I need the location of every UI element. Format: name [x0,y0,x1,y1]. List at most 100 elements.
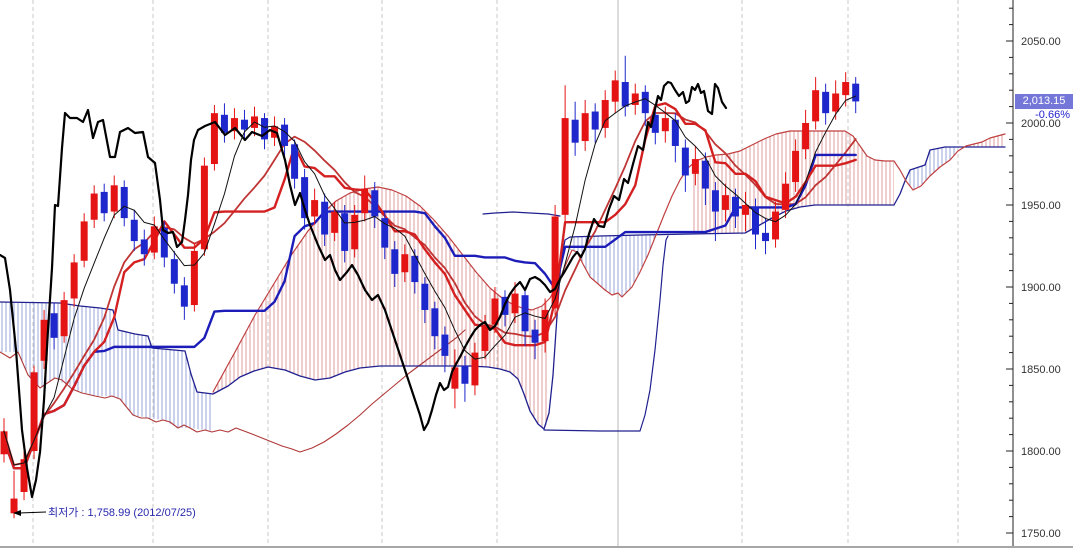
candle-body [511,293,519,314]
candle-body [691,159,699,174]
candle-body [220,114,228,133]
candle-body [491,298,499,325]
candle-body [361,188,369,214]
candle-body [180,285,188,307]
candle-body [130,219,138,242]
candle-body [291,144,299,179]
candle-body [351,214,359,250]
axis-price-label: 2050.00 [1021,36,1061,48]
candle-body [641,91,649,114]
candle-body [431,308,439,337]
senkou-span-a-line [212,130,1006,393]
tenkan-line [2,102,857,470]
candle-body [20,459,28,492]
candle-body [391,249,399,274]
candle-body [852,83,860,102]
lowest-price-arrowhead [13,510,21,516]
cloud-region-red [213,187,549,429]
candle-body [802,123,810,150]
axis-price-label: 1950.00 [1021,200,1061,212]
candle-body [261,118,269,140]
candle-body [611,80,619,102]
candle-body [561,118,569,215]
comparison-index-line [0,80,728,499]
candle-body [531,329,539,343]
candle-body [100,191,108,214]
candle-body [140,239,148,255]
lowest-price-arrow-line [18,511,47,514]
candle-body [371,190,379,217]
axis-price-label: 1800.00 [1021,446,1061,458]
kijun-line [2,153,857,470]
candle-body [321,201,329,235]
candle-body [591,111,599,130]
cloud-region-blue [906,147,957,190]
candle-body [411,255,419,283]
candle-body [461,365,469,384]
candle-body [541,309,549,342]
candle-body [822,91,830,114]
candle-body [741,205,749,215]
candle-body [160,227,168,258]
candle-body [471,352,479,386]
aux-navy-line2 [482,211,561,217]
candle-body [170,259,178,284]
candle-body [681,147,689,176]
price-change-percent: -0.66% [1035,109,1070,121]
candle-body [80,221,88,261]
axis-price-label: 2000.00 [1021,118,1061,130]
aux-lower-red-line [0,329,466,453]
candle-body [150,226,158,253]
senkou-span-b-line [0,146,1006,430]
candle-body [451,367,459,389]
candle-body [40,319,48,361]
aux-navy-line [543,235,669,432]
candle-body [240,119,248,130]
candle-body [752,206,759,235]
candle-body [230,118,238,132]
candle-body [601,100,609,128]
candle-body [10,498,18,514]
candle-body [481,326,489,351]
candle-body [792,150,800,183]
candle-body [581,113,589,142]
axis-price-label: 1750.00 [1021,528,1061,540]
candle-body [711,190,719,212]
candle-body [60,300,68,337]
candle-body [301,177,309,219]
candle-body [772,211,780,240]
cloud-region-blue [570,234,655,297]
candle-body [571,119,579,143]
candle-body [90,193,98,220]
candle-body [190,250,198,306]
candle-body [661,118,669,132]
candle-body [50,313,58,338]
candle-body [311,200,319,217]
candle-body [832,93,840,112]
candle-body [281,124,289,146]
candle-body [70,262,78,299]
candle-body [110,185,118,212]
candle-body [341,213,349,251]
axis-price-label: 1850.00 [1021,364,1061,376]
candle-body [671,119,679,146]
ma-short-line [3,95,857,466]
candle-body [200,165,208,250]
candle-body [631,93,639,105]
candle-body [401,254,409,273]
candlestick-series [0,55,860,519]
candle-body [651,114,659,133]
candle-body [30,372,38,451]
lowest-price-annotation: 최저가 : 1,758.99 (2012/07/25) [48,507,196,519]
candle-body [721,195,729,210]
candle-body [421,283,429,310]
candle-body [782,183,790,210]
current-price-badge: 2,013.15 [1015,94,1073,109]
candle-body [0,431,8,455]
ichimoku-cloud [0,131,1005,431]
candle-body [441,334,449,356]
candle-body [551,216,559,309]
candle-body [331,211,339,233]
